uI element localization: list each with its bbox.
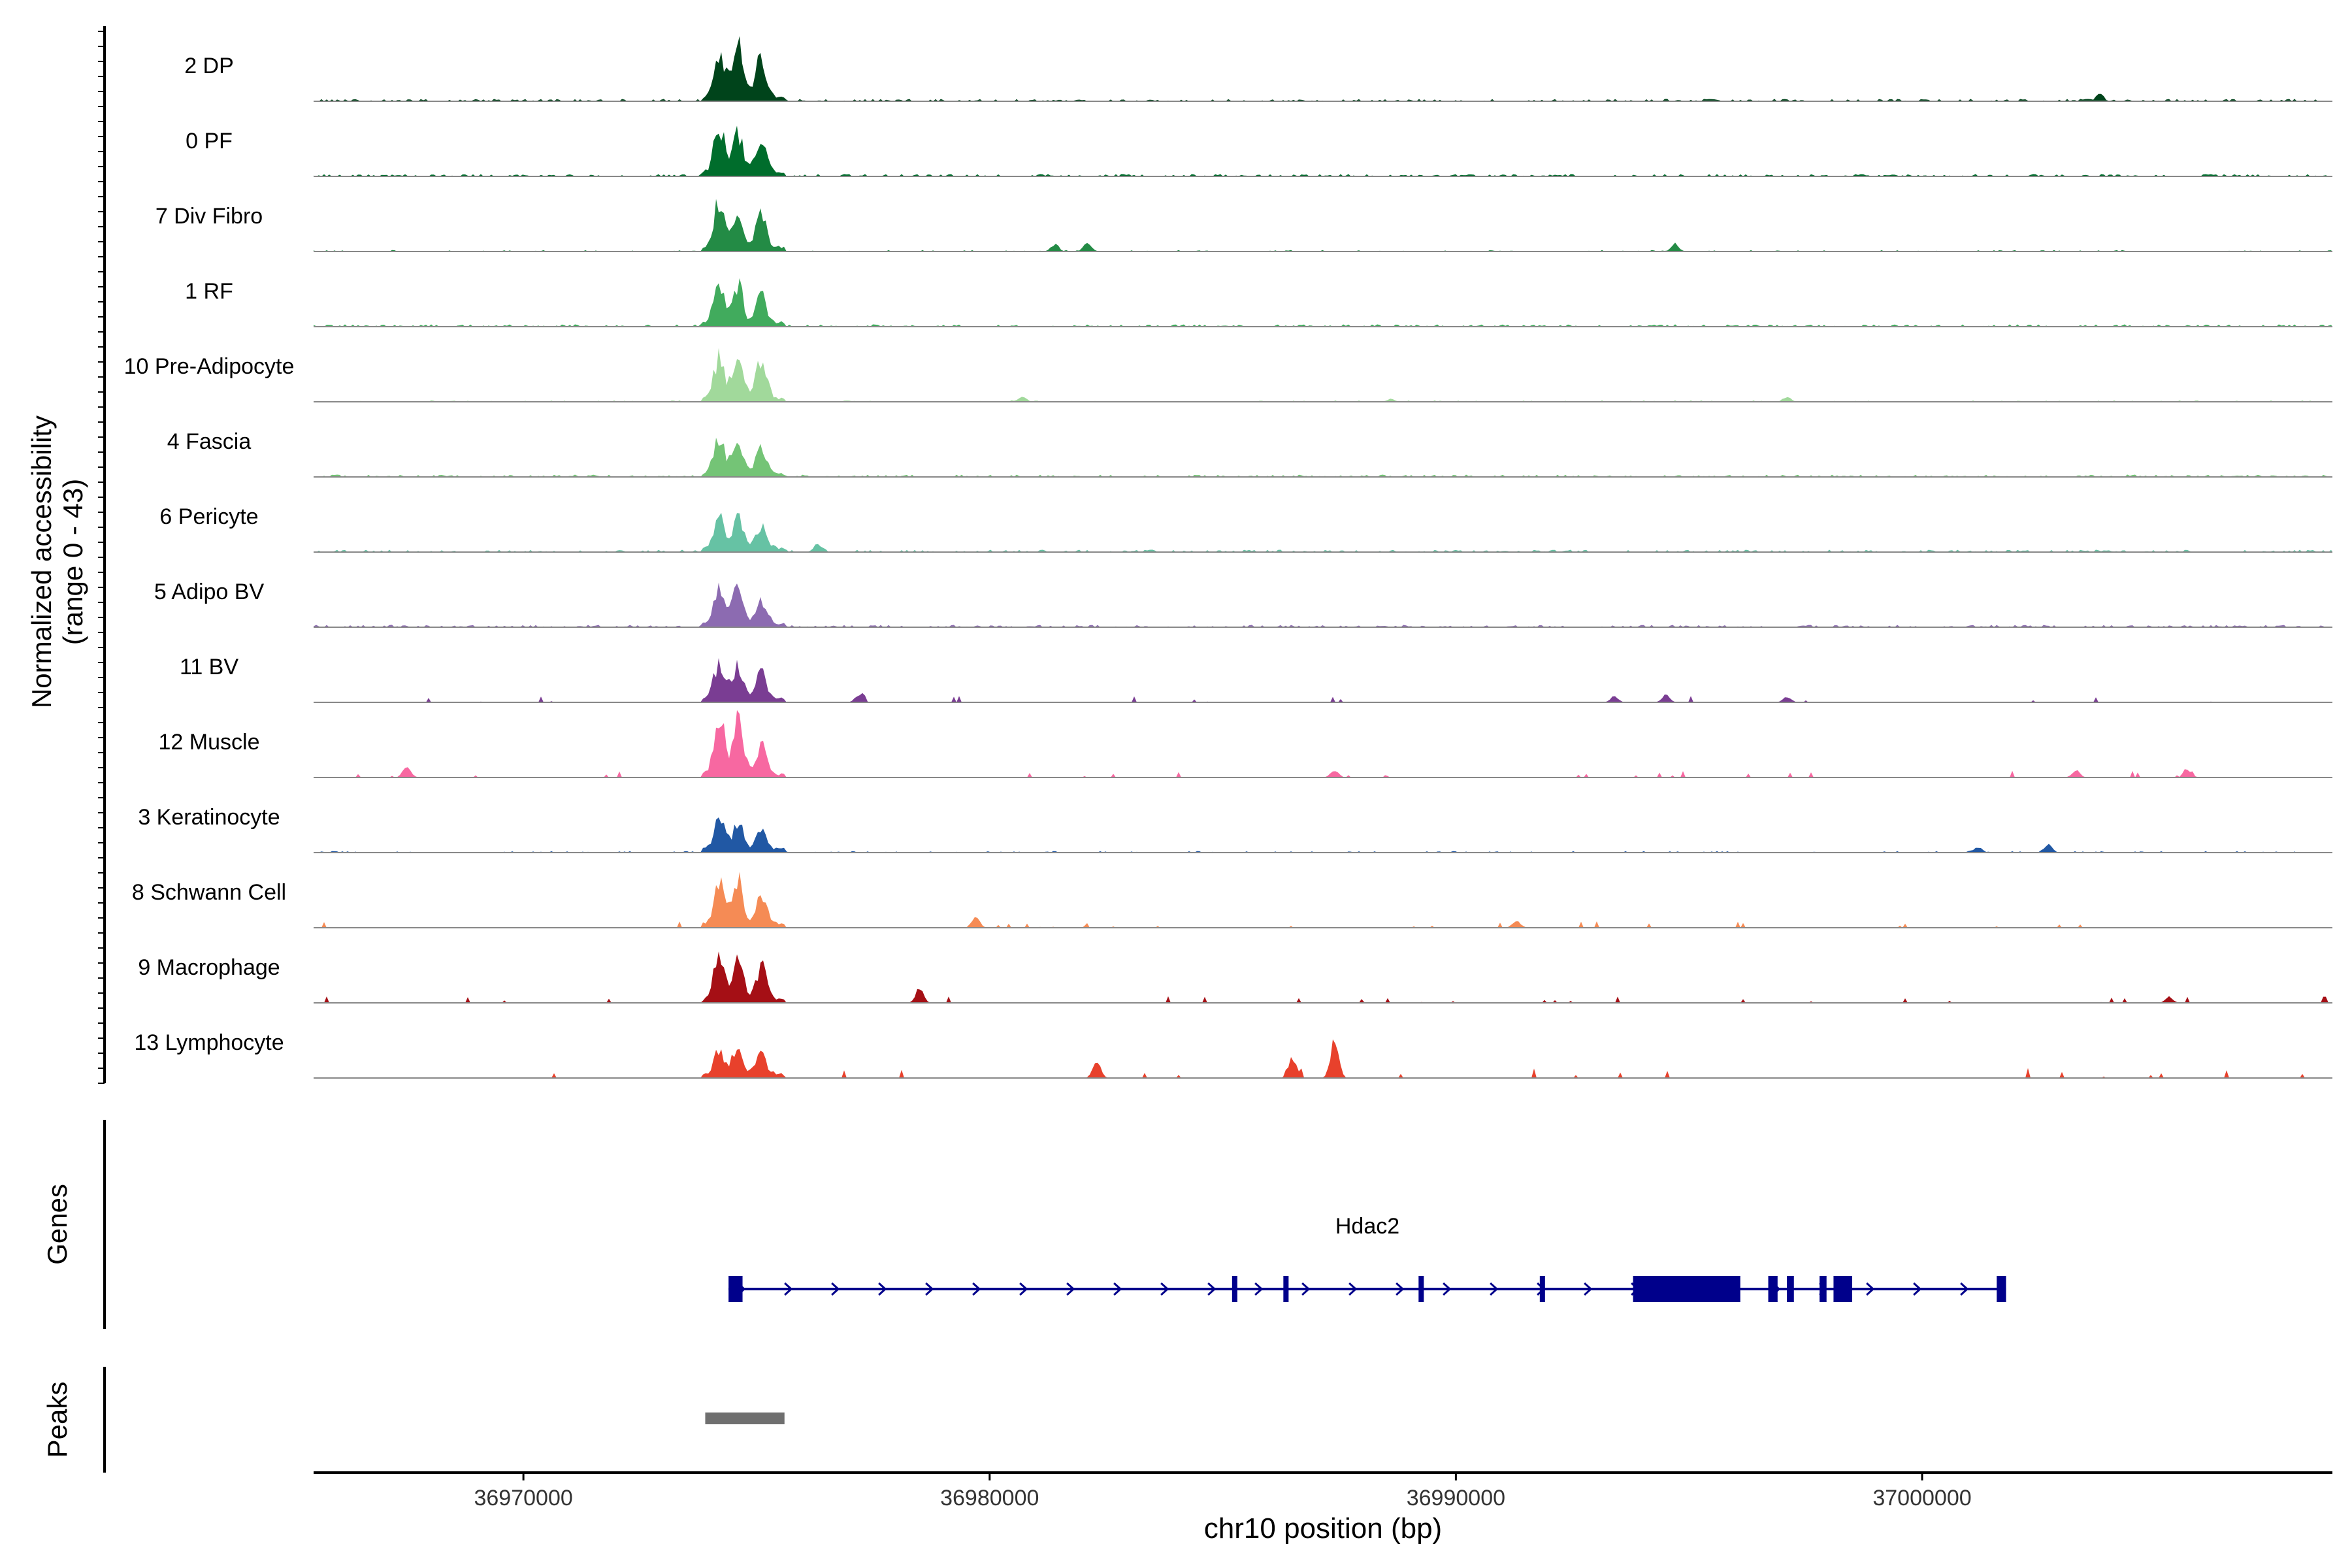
gene-exon (1820, 1276, 1827, 1302)
track-label: 11 BV (180, 655, 238, 679)
track-signal (314, 278, 2332, 327)
track-signal (314, 125, 2332, 176)
strand-arrow (1348, 1282, 1358, 1296)
gene-exon (1997, 1276, 2006, 1302)
track-5: 4 Fascia (167, 429, 2332, 478)
x-tick-label: 36980000 (940, 1486, 1039, 1511)
strand-arrow (1254, 1282, 1264, 1296)
gene-exon (1232, 1276, 1237, 1302)
track-label: 0 PF (186, 129, 233, 154)
strand-arrow (1960, 1282, 1969, 1296)
genes-panel-label: Genes (42, 1184, 73, 1265)
track-label: 1 RF (185, 279, 233, 304)
y-axis-label-line1: Normalized accessibility (26, 416, 57, 708)
strand-arrow (1160, 1282, 1169, 1296)
track-signal (314, 348, 2332, 402)
track-label: 6 Pericyte (159, 504, 258, 529)
strand-arrow (878, 1282, 887, 1296)
track-label: 8 Schwann Cell (132, 880, 286, 905)
strand-arrow (1019, 1282, 1028, 1296)
track-signal (314, 1039, 2332, 1078)
track-7: 5 Adipo BV (154, 580, 2332, 628)
peak-region (705, 1413, 785, 1424)
x-tick-label: 37000000 (1872, 1486, 1971, 1511)
track-6: 6 Pericyte (159, 504, 2332, 553)
track-13: 13 Lymphocyte (134, 1030, 2332, 1079)
strand-arrow (972, 1282, 981, 1296)
track-label: 9 Macrophage (138, 955, 280, 980)
strand-arrow (1301, 1282, 1311, 1296)
track-2: 7 Div Fibro (155, 199, 2332, 252)
track-8: 11 BV (180, 655, 2332, 703)
track-0: 2 DP (184, 36, 2332, 102)
track-label: 3 Keratinocyte (138, 805, 280, 830)
strand-arrow (1113, 1282, 1122, 1296)
track-9: 12 Muscle (159, 710, 2332, 778)
track-label: 4 Fascia (167, 429, 252, 454)
track-10: 3 Keratinocyte (138, 805, 2332, 853)
track-signal (314, 710, 2332, 777)
track-11: 8 Schwann Cell (132, 872, 2332, 928)
track-4: 10 Pre-Adipocyte (124, 348, 2332, 402)
strand-arrow (784, 1282, 793, 1296)
x-tick-label: 36990000 (1407, 1486, 1505, 1511)
x-tick-label: 36970000 (474, 1486, 572, 1511)
strand-arrow (1913, 1282, 1922, 1296)
peaks-track (705, 1413, 785, 1424)
x-axis-title: chr10 position (bp) (1204, 1512, 1442, 1544)
track-signal (314, 872, 2332, 928)
gene-track (728, 1276, 2006, 1302)
strand-arrow (925, 1282, 934, 1296)
strand-arrow (1443, 1282, 1452, 1296)
track-3: 1 RF (185, 278, 2332, 327)
track-label: 2 DP (184, 54, 234, 78)
track-label: 10 Pre-Adipocyte (124, 354, 295, 379)
x-axis: 36970000 36980000 36990000 37000000 (474, 1473, 1972, 1511)
gene-exon (1787, 1276, 1794, 1302)
y-axis-label-line2: (range 0 - 43) (57, 479, 88, 645)
strand-arrow (831, 1282, 840, 1296)
track-1: 0 PF (186, 125, 2332, 177)
strand-arrow (1490, 1282, 1499, 1296)
track-signal (314, 582, 2332, 627)
gene-label-hdac2: Hdac2 (1335, 1214, 1399, 1239)
track-label: 5 Adipo BV (154, 580, 265, 604)
track-signal (314, 817, 2332, 853)
strand-arrow (1866, 1282, 1875, 1296)
track-signal (314, 199, 2332, 252)
gene-exon (1633, 1276, 1740, 1302)
track-signal (314, 951, 2332, 1003)
strand-arrow (1207, 1282, 1217, 1296)
accessibility-tracks: 2 DP 0 PF 7 Div Fibro 1 RF 10 Pre-Adipocyte 4… (124, 36, 2332, 1079)
track-label: 7 Div Fibro (155, 204, 263, 229)
strand-arrow (1066, 1282, 1075, 1296)
track-label: 13 Lymphocyte (134, 1030, 284, 1055)
track-signal (314, 512, 2332, 552)
track-12: 9 Macrophage (138, 951, 2332, 1004)
gene-exon (1283, 1276, 1289, 1302)
gene-exon (1418, 1276, 1424, 1302)
gene-exon (1768, 1276, 1778, 1302)
track-signal (314, 437, 2332, 477)
track-signal (314, 36, 2332, 101)
track-signal (314, 658, 2332, 702)
strand-arrow (1396, 1282, 1405, 1296)
gene-exon (728, 1276, 743, 1302)
gene-exon (1833, 1276, 1852, 1302)
track-label: 12 Muscle (159, 730, 260, 755)
peaks-panel-label: Peaks (42, 1382, 73, 1458)
gene-exon (1539, 1276, 1545, 1302)
accessibility-y-axis (98, 26, 106, 1084)
strand-arrow (1584, 1282, 1593, 1296)
